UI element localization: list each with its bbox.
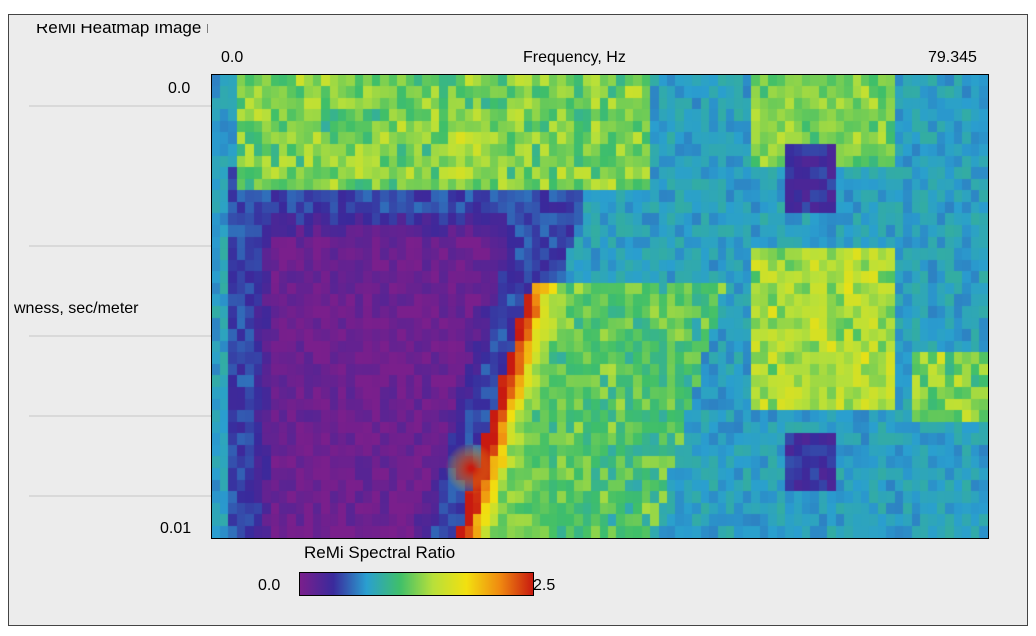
colorbar-title: ReMi Spectral Ratio (304, 543, 456, 562)
x-tick-max: 79.345 (928, 49, 977, 66)
y-axis-label: wness, sec/meter (14, 300, 139, 317)
heatmap-canvas (212, 75, 988, 538)
chart-header-text: ReMi Heatmap Image Hz/sec/meter Mean (36, 24, 208, 37)
y-tick-min: 0.0 (168, 80, 191, 97)
heatmap-plot-area (211, 74, 989, 539)
colorbar (299, 572, 534, 596)
x-tick-min: 0.0 (221, 49, 244, 66)
y-tick-max: 0.01 (160, 520, 192, 537)
colorbar-max-label: 2.5 (533, 577, 556, 594)
colorbar-min-label: 0.0 (258, 577, 281, 594)
x-axis-label: Frequency, Hz (523, 49, 626, 66)
